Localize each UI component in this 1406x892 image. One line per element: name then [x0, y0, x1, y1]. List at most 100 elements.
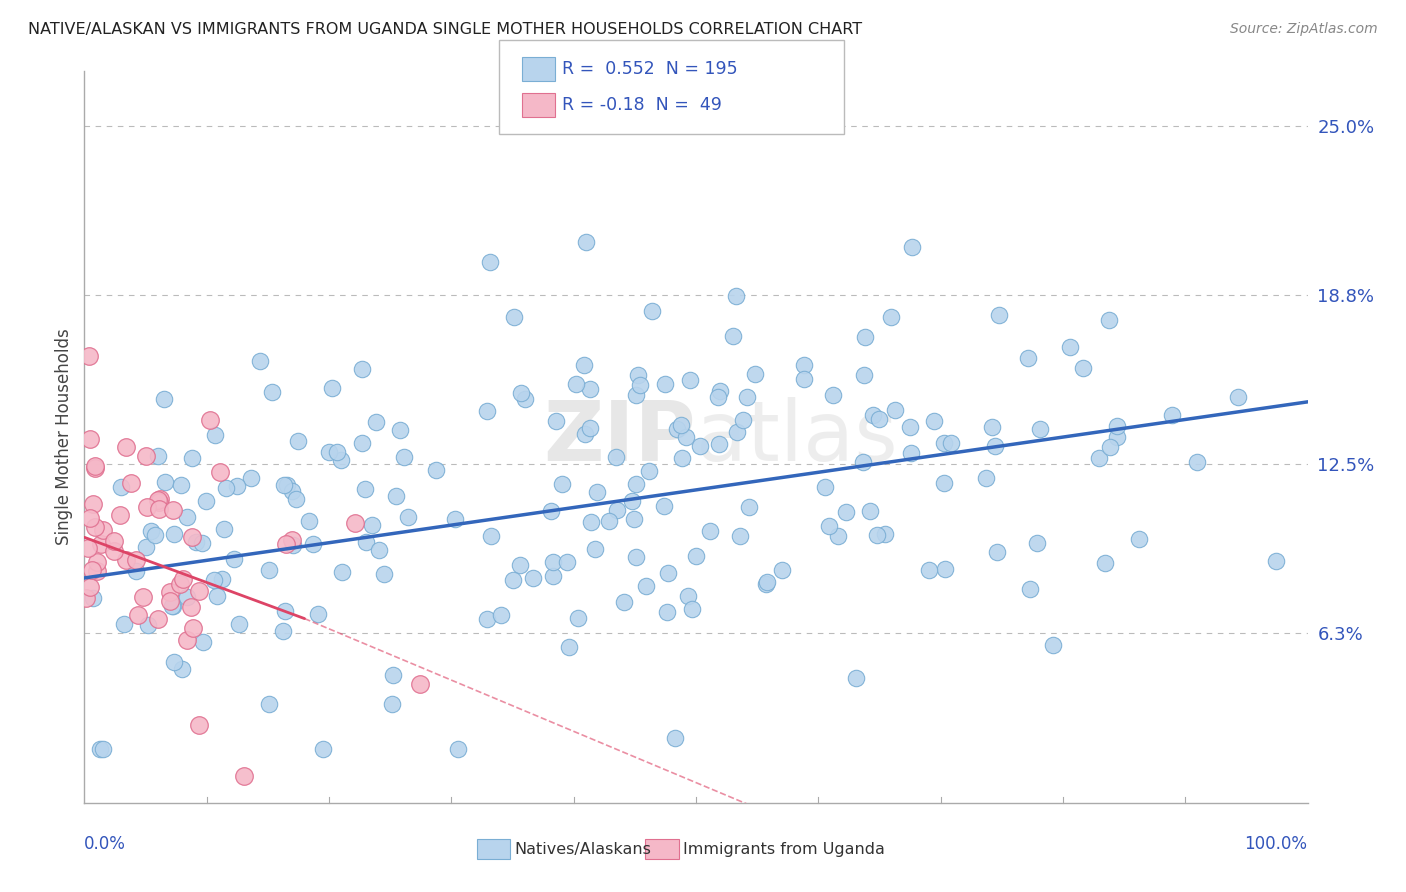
Point: [605, 503, 627, 517]
Point: [613, 595, 636, 609]
Point: [284, 491, 307, 506]
Point: [986, 545, 1008, 559]
Point: [654, 376, 676, 391]
Point: [84, 520, 107, 534]
Point: [139, 524, 162, 538]
Point: [924, 414, 946, 428]
Point: [373, 566, 395, 581]
Point: [984, 439, 1007, 453]
Point: [725, 288, 748, 302]
Point: [728, 529, 751, 543]
Point: [598, 514, 620, 528]
Point: [723, 328, 745, 343]
Point: [725, 425, 748, 439]
Point: [624, 477, 647, 491]
Y-axis label: Single Mother Households: Single Mother Households: [55, 329, 73, 545]
Point: [522, 571, 544, 585]
Point: [249, 354, 271, 368]
Point: [148, 495, 170, 509]
Text: Source: ZipAtlas.com: Source: ZipAtlas.com: [1230, 22, 1378, 37]
Point: [127, 607, 149, 622]
Point: [479, 529, 502, 543]
Point: [583, 542, 606, 557]
Point: [605, 450, 627, 464]
Point: [1059, 340, 1081, 354]
Text: 100.0%: 100.0%: [1244, 835, 1308, 854]
Point: [479, 255, 502, 269]
Point: [880, 310, 903, 324]
Point: [274, 537, 297, 551]
Point: [260, 384, 283, 399]
Point: [515, 392, 537, 406]
Point: [198, 413, 221, 427]
Point: [551, 476, 574, 491]
Point: [153, 392, 176, 407]
Point: [148, 501, 170, 516]
Point: [271, 624, 294, 638]
Point: [257, 697, 280, 711]
Point: [209, 466, 232, 480]
Point: [1028, 422, 1050, 436]
Text: ZIP: ZIP: [544, 397, 696, 477]
Point: [215, 482, 238, 496]
Point: [84, 459, 107, 474]
Point: [191, 535, 214, 549]
Point: [669, 418, 692, 433]
Point: [509, 558, 531, 573]
Point: [159, 584, 181, 599]
Point: [86, 555, 108, 569]
Point: [79, 349, 101, 363]
Point: [575, 235, 598, 249]
Point: [875, 527, 897, 541]
Point: [367, 542, 389, 557]
Point: [330, 565, 353, 579]
Point: [510, 385, 533, 400]
Point: [1098, 313, 1121, 327]
Point: [540, 503, 562, 517]
Point: [307, 607, 329, 622]
Point: [381, 667, 404, 681]
Point: [737, 390, 759, 404]
Point: [409, 677, 432, 691]
Point: [396, 510, 419, 524]
Point: [621, 494, 644, 508]
Point: [181, 530, 204, 544]
Point: [827, 529, 849, 543]
Point: [671, 450, 693, 465]
Point: [195, 494, 218, 508]
Point: [941, 436, 963, 450]
Text: Immigrants from Uganda: Immigrants from Uganda: [683, 842, 886, 856]
Point: [90, 537, 112, 551]
Point: [1042, 639, 1064, 653]
Point: [136, 618, 159, 632]
Point: [135, 449, 157, 463]
Point: [814, 480, 837, 494]
Text: NATIVE/ALASKAN VS IMMIGRANTS FROM UGANDA SINGLE MOTHER HOUSEHOLDS CORRELATION CH: NATIVE/ALASKAN VS IMMIGRANTS FROM UGANDA…: [28, 22, 862, 37]
Point: [1128, 532, 1150, 546]
Point: [574, 426, 596, 441]
Text: R =  0.552  N = 195: R = 0.552 N = 195: [562, 60, 738, 78]
Point: [82, 563, 104, 577]
Point: [181, 451, 204, 466]
Point: [733, 413, 755, 427]
Point: [176, 590, 198, 604]
Point: [1227, 390, 1250, 404]
Point: [176, 633, 198, 648]
Point: [384, 489, 406, 503]
Point: [330, 453, 353, 467]
Point: [211, 572, 233, 586]
Point: [845, 671, 868, 685]
Point: [821, 388, 844, 402]
Point: [541, 568, 564, 582]
Point: [148, 612, 170, 626]
Point: [298, 514, 321, 528]
Point: [131, 591, 153, 605]
Point: [146, 493, 169, 508]
Point: [477, 612, 499, 626]
Point: [120, 475, 142, 490]
Point: [665, 422, 688, 436]
Point: [125, 564, 148, 578]
Point: [226, 479, 249, 493]
Point: [1187, 455, 1209, 469]
Point: [624, 549, 647, 564]
